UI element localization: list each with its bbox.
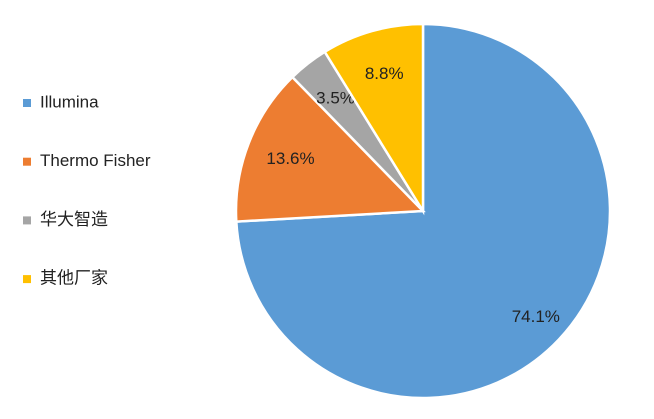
legend-marker (23, 157, 31, 166)
legend-marker (23, 99, 31, 107)
data-label: 8.8% (365, 64, 404, 83)
data-label: 74.1% (512, 307, 560, 326)
pie-slice (323, 22, 425, 216)
legend-label: Thermo Fisher (40, 151, 151, 170)
legend-marker (23, 275, 31, 284)
legend-marker (23, 216, 31, 225)
data-label: 13.6% (266, 149, 314, 168)
pie-slice (234, 75, 426, 223)
legend-label: 其他厂家 (40, 269, 108, 288)
data-label: 3.5% (316, 88, 355, 107)
legend-label: Illumina (40, 92, 99, 111)
legend-label: 华大智造 (40, 210, 108, 229)
